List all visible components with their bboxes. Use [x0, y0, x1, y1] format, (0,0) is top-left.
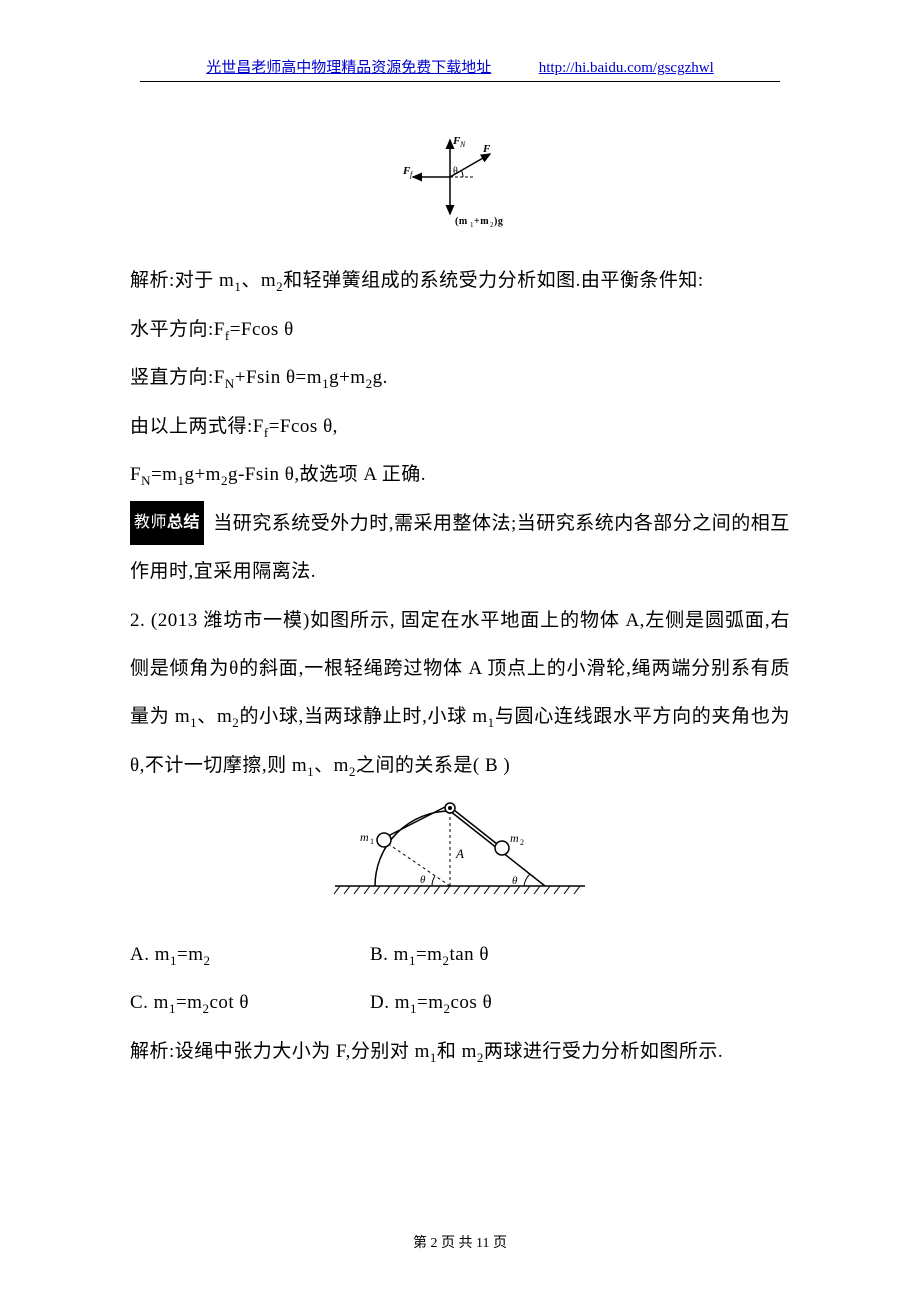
paragraph-horizontal: 水平方向:Ff=Fcos θ — [130, 306, 790, 354]
svg-text:θ: θ — [453, 166, 458, 177]
page-header: 光世昌老师高中物理精品资源免费下载地址 http://hi.baidu.com/… — [0, 0, 920, 82]
option-a: A. m1=m2 — [130, 931, 370, 979]
svg-text:)g: )g — [494, 216, 503, 227]
header-text: 光世昌老师高中物理精品资源免费下载地址 — [206, 60, 491, 76]
svg-text:2: 2 — [520, 838, 525, 847]
svg-text:θ: θ — [512, 875, 518, 887]
paragraph-result2: FN=m1g+m2g-Fsin θ,故选项 A 正确. — [130, 451, 790, 499]
paragraph-analysis-intro: 解析:对于 m1、m2和轻弹簧组成的系统受力分析如图.由平衡条件知: — [130, 257, 790, 305]
free-body-diagram: F N F F f (m 1 +m 2 )g θ — [130, 132, 790, 251]
option-c: C. m1=m2cot θ — [130, 979, 370, 1027]
svg-text:+m: +m — [474, 216, 489, 227]
paragraph-vertical: 竖直方向:FN+Fsin θ=m1g+m2g. — [130, 354, 790, 402]
paragraph-result1: 由以上两式得:Ff=Fcos θ, — [130, 403, 790, 451]
svg-text:m: m — [510, 831, 519, 845]
incline-diagram: m1 m2 A θ θ — [130, 798, 790, 922]
paragraph-analysis2: 解析:设绳中张力大小为 F,分别对 m1和 m2两球进行受力分析如图所示. — [130, 1028, 790, 1076]
options-row-2: C. m1=m2cot θ D. m1=m2cos θ — [130, 979, 790, 1027]
svg-text:θ: θ — [420, 874, 426, 886]
page-footer: 第 2 页 共 11 页 — [0, 1232, 920, 1252]
paragraph-summary: 教师总结 当研究系统受外力时,需采用整体法;当研究系统内各部分之间的相互作用时,… — [130, 500, 790, 597]
svg-text:N: N — [459, 140, 466, 149]
svg-text:F: F — [482, 143, 491, 155]
svg-text:m: m — [360, 830, 369, 844]
option-b: B. m1=m2tan θ — [370, 931, 489, 979]
option-d: D. m1=m2cos θ — [370, 979, 492, 1027]
main-content: F N F F f (m 1 +m 2 )g θ 解析:对于 m1、m2和轻弹簧… — [130, 82, 790, 1076]
options-row-1: A. m1=m2 B. m1=m2tan θ — [130, 931, 790, 979]
header-link[interactable]: http://hi.baidu.com/gscgzhwl — [539, 60, 714, 76]
paragraph-question2: 2. (2013 潍坊市一模)如图所示, 固定在水平地面上的物体 A,左侧是圆弧… — [130, 597, 790, 791]
svg-text:1: 1 — [370, 837, 375, 846]
svg-text:(m: (m — [455, 216, 468, 227]
svg-text:A: A — [455, 846, 464, 861]
teacher-summary-badge: 教师总结 — [130, 501, 204, 546]
